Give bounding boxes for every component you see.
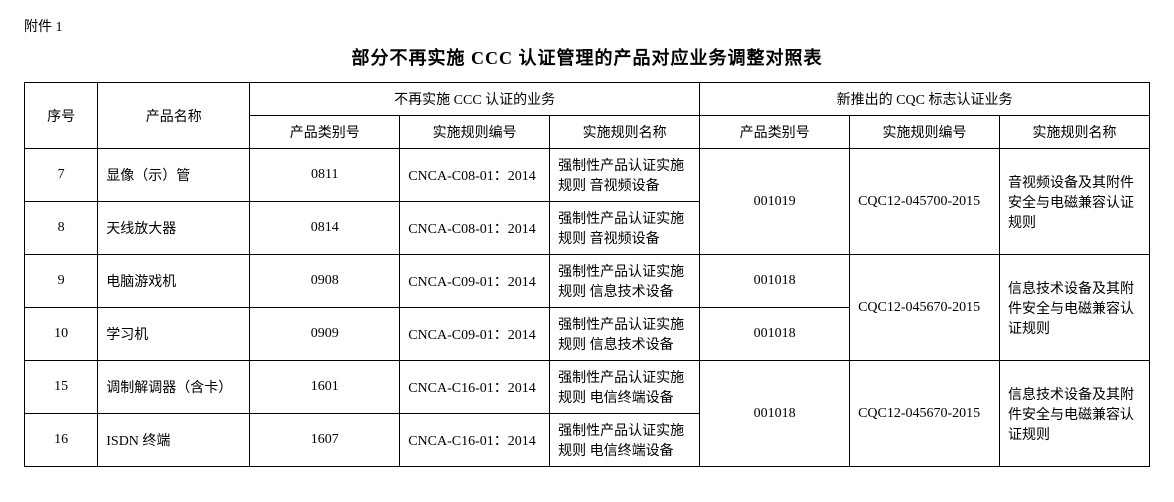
cell-name: 电脑游戏机 — [98, 255, 250, 308]
cell-cat: 1601 — [250, 361, 400, 414]
header-seq: 序号 — [25, 83, 98, 149]
cell-rulecode: CNCA-C09-01：2014 — [400, 308, 550, 361]
cell-name: 学习机 — [98, 308, 250, 361]
cell-cat: 0811 — [250, 149, 400, 202]
cell-rulecode2: CQC12-045670-2015 — [850, 255, 1000, 361]
cell-cat: 0909 — [250, 308, 400, 361]
header-rule-code-left: 实施规则编号 — [400, 116, 550, 149]
header-rule-name-right: 实施规则名称 — [1000, 116, 1150, 149]
cell-cat2: 001018 — [700, 255, 850, 308]
cell-seq: 16 — [25, 414, 98, 467]
cell-cat: 0814 — [250, 202, 400, 255]
cell-rulename2: 信息技术设备及其附件安全与电磁兼容认证规则 — [1000, 255, 1150, 361]
cell-cat: 0908 — [250, 255, 400, 308]
cell-rulecode: CNCA-C08-01：2014 — [400, 149, 550, 202]
cell-rulecode: CNCA-C08-01：2014 — [400, 202, 550, 255]
table-row: 15 调制解调器（含卡） 1601 CNCA-C16-01：2014 强制性产品… — [25, 361, 1150, 414]
cell-rulename: 强制性产品认证实施规则 信息技术设备 — [550, 308, 700, 361]
cell-seq: 9 — [25, 255, 98, 308]
header-rule-name-left: 实施规则名称 — [550, 116, 700, 149]
cell-rulecode2: CQC12-045700-2015 — [850, 149, 1000, 255]
cell-rulename: 强制性产品认证实施规则 电信终端设备 — [550, 414, 700, 467]
header-group-left: 不再实施 CCC 认证的业务 — [250, 83, 700, 116]
cell-rulecode: CNCA-C09-01：2014 — [400, 255, 550, 308]
cell-seq: 15 — [25, 361, 98, 414]
cell-rulename2: 信息技术设备及其附件安全与电磁兼容认证规则 — [1000, 361, 1150, 467]
cell-rulecode2: CQC12-045670-2015 — [850, 361, 1000, 467]
cell-rulecode: CNCA-C16-01：2014 — [400, 361, 550, 414]
table-row: 7 显像（示）管 0811 CNCA-C08-01：2014 强制性产品认证实施… — [25, 149, 1150, 202]
cell-seq: 7 — [25, 149, 98, 202]
table-row: 9 电脑游戏机 0908 CNCA-C09-01：2014 强制性产品认证实施规… — [25, 255, 1150, 308]
attachment-label: 附件 1 — [24, 16, 1150, 36]
header-category-code-right: 产品类别号 — [700, 116, 850, 149]
cell-rulename: 强制性产品认证实施规则 音视频设备 — [550, 202, 700, 255]
cell-cat2: 001019 — [700, 149, 850, 255]
cell-rulename: 强制性产品认证实施规则 电信终端设备 — [550, 361, 700, 414]
cell-cat2: 001018 — [700, 361, 850, 467]
header-category-code-left: 产品类别号 — [250, 116, 400, 149]
cell-rulename: 强制性产品认证实施规则 信息技术设备 — [550, 255, 700, 308]
header-product-name: 产品名称 — [98, 83, 250, 149]
cell-name: ISDN 终端 — [98, 414, 250, 467]
cell-name: 天线放大器 — [98, 202, 250, 255]
cell-seq: 10 — [25, 308, 98, 361]
cell-name: 调制解调器（含卡） — [98, 361, 250, 414]
cell-seq: 8 — [25, 202, 98, 255]
cell-cat2: 001018 — [700, 308, 850, 361]
cell-rulecode: CNCA-C16-01：2014 — [400, 414, 550, 467]
page-title: 部分不再实施 CCC 认证管理的产品对应业务调整对照表 — [24, 44, 1150, 70]
cell-name: 显像（示）管 — [98, 149, 250, 202]
cell-rulename2: 音视频设备及其附件安全与电磁兼容认证规则 — [1000, 149, 1150, 255]
cell-rulename: 强制性产品认证实施规则 音视频设备 — [550, 149, 700, 202]
header-group-right: 新推出的 CQC 标志认证业务 — [700, 83, 1150, 116]
cell-cat: 1607 — [250, 414, 400, 467]
header-rule-code-right: 实施规则编号 — [850, 116, 1000, 149]
comparison-table: 序号 产品名称 不再实施 CCC 认证的业务 新推出的 CQC 标志认证业务 产… — [24, 82, 1150, 467]
